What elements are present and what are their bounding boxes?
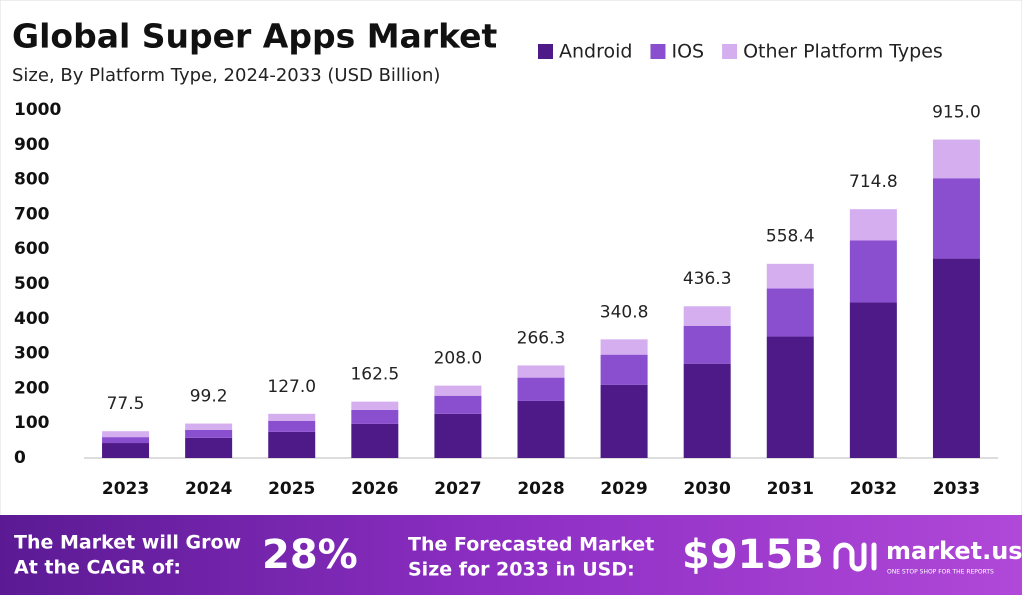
total-label: 127.0 bbox=[267, 377, 316, 397]
y-tick-label: 800 bbox=[14, 170, 50, 190]
y-tick-label: 700 bbox=[14, 204, 50, 224]
y-tick-label: 0 bbox=[14, 448, 26, 468]
bar-segment bbox=[600, 354, 648, 385]
bar-segment bbox=[268, 413, 316, 421]
y-tick-label: 300 bbox=[14, 344, 50, 364]
bar-segment bbox=[849, 240, 897, 303]
legend-label: IOS bbox=[671, 41, 704, 63]
chart-subtitle: Size, By Platform Type, 2024-2033 (USD B… bbox=[12, 65, 440, 86]
legend-swatch bbox=[650, 44, 666, 59]
legend-label: Other Platform Types bbox=[743, 41, 943, 63]
bar-segment bbox=[268, 431, 316, 458]
forecast-text: The Forecasted Market bbox=[408, 534, 654, 556]
bar-segment bbox=[683, 363, 731, 458]
total-label: 558.4 bbox=[766, 227, 815, 247]
bar-segment bbox=[185, 429, 233, 438]
bar-segment bbox=[351, 409, 399, 424]
x-tick-label: 2025 bbox=[268, 479, 315, 499]
x-tick-label: 2031 bbox=[767, 479, 814, 499]
bar-segment bbox=[185, 423, 233, 430]
y-tick-label: 500 bbox=[14, 274, 50, 294]
x-tick-label: 2023 bbox=[102, 479, 149, 499]
bar-segment bbox=[102, 443, 150, 458]
bar-segment bbox=[932, 178, 980, 259]
bar-segment bbox=[434, 395, 482, 414]
bar-segment bbox=[683, 325, 731, 364]
y-tick-label: 200 bbox=[14, 378, 50, 398]
brand-tagline: ONE STOP SHOP FOR THE REPORTS bbox=[887, 569, 994, 576]
cagr-text: The Market will Grow bbox=[14, 532, 241, 554]
x-tick-label: 2028 bbox=[517, 479, 564, 499]
bar-segment bbox=[268, 420, 316, 432]
forecast-text: Size for 2033 in USD: bbox=[408, 559, 635, 581]
chart-title: Global Super Apps Market bbox=[12, 17, 498, 56]
legend-swatch bbox=[722, 44, 738, 59]
forecast-value: $915B bbox=[682, 532, 824, 578]
y-tick-label: 900 bbox=[14, 135, 50, 155]
cagr-text: At the CAGR of: bbox=[14, 557, 181, 579]
bar-segment bbox=[102, 437, 150, 444]
total-label: 340.8 bbox=[600, 302, 649, 322]
total-label: 714.8 bbox=[849, 172, 898, 192]
bar-segment bbox=[434, 413, 482, 458]
total-label: 436.3 bbox=[683, 269, 732, 289]
bar-segment bbox=[766, 336, 814, 458]
bar-segment bbox=[351, 423, 399, 458]
bar-segment bbox=[185, 437, 233, 458]
bar-segment bbox=[517, 365, 565, 378]
y-tick-label: 1000 bbox=[14, 100, 61, 120]
bar-segment bbox=[351, 401, 399, 410]
bar-segment bbox=[434, 385, 482, 396]
x-tick-label: 2032 bbox=[850, 479, 897, 499]
bar-segment bbox=[766, 288, 814, 337]
total-label: 99.2 bbox=[190, 386, 228, 406]
bar-segment bbox=[932, 258, 980, 458]
brand-name: market.us bbox=[886, 537, 1022, 565]
bar-segment bbox=[849, 302, 897, 458]
x-tick-label: 2030 bbox=[684, 479, 731, 499]
brand-logo bbox=[833, 542, 877, 572]
bar-segment bbox=[683, 306, 731, 326]
bar-segment bbox=[600, 384, 648, 458]
bar-segment bbox=[932, 139, 980, 179]
total-label: 915.0 bbox=[932, 103, 981, 123]
x-tick-label: 2029 bbox=[600, 479, 647, 499]
cagr-value: 28% bbox=[262, 532, 358, 578]
y-tick-label: 100 bbox=[14, 413, 50, 433]
x-tick-label: 2027 bbox=[434, 479, 481, 499]
total-label: 77.5 bbox=[107, 394, 145, 414]
bar-segment bbox=[600, 339, 648, 355]
bar-segment bbox=[102, 431, 150, 438]
legend-label: Android bbox=[559, 41, 632, 63]
total-label: 162.5 bbox=[350, 364, 399, 384]
y-tick-label: 400 bbox=[14, 309, 50, 329]
bar-segment bbox=[766, 263, 814, 289]
total-label: 208.0 bbox=[434, 349, 483, 369]
legend-swatch bbox=[538, 44, 553, 59]
x-tick-label: 2026 bbox=[351, 479, 398, 499]
bar-segment bbox=[849, 209, 897, 241]
x-tick-label: 2024 bbox=[185, 479, 232, 499]
bar-segment bbox=[517, 400, 565, 458]
bar-segment bbox=[517, 377, 565, 401]
total-label: 266.3 bbox=[517, 328, 566, 348]
legend: Android IOS Other Platform Types bbox=[538, 41, 943, 63]
y-tick-label: 600 bbox=[14, 239, 50, 259]
x-tick-label: 2033 bbox=[933, 479, 980, 499]
